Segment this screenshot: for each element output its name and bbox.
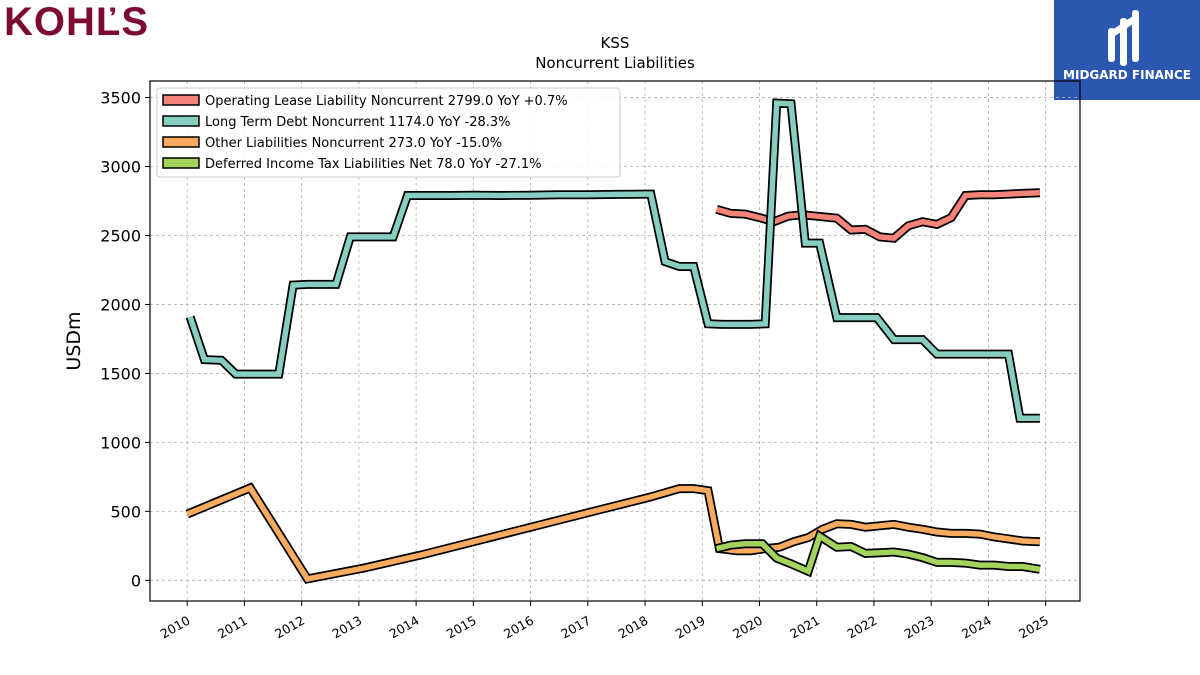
legend-entry: Operating Lease Liability Noncurrent 279… (205, 94, 568, 109)
x-tick-label: 2011 (215, 613, 250, 642)
x-tick-label: 2015 (444, 613, 479, 642)
x-tick-label: 2012 (272, 613, 307, 642)
x-tick-label: 2016 (501, 613, 536, 642)
x-tick-label: 2010 (158, 613, 193, 642)
chart-subtitle: Noncurrent Liabilities (535, 54, 695, 72)
x-tick-label: 2023 (902, 613, 937, 642)
legend-swatch (162, 157, 200, 169)
x-tick-label: 2021 (787, 613, 822, 642)
y-axis-label: USDm (63, 311, 85, 370)
series-outline-2 (185, 482, 1041, 584)
legend-entry: Long Term Debt Noncurrent 1174.0 YoY -28… (205, 115, 511, 130)
legend-swatch (162, 94, 200, 106)
legend-entry: Other Liabilities Noncurrent 273.0 YoY -… (205, 136, 502, 151)
x-tick-label: 2025 (1016, 613, 1051, 642)
legend-box (156, 87, 621, 178)
y-tick-label: 1000 (100, 433, 141, 452)
chart-title: KSS (601, 34, 630, 52)
x-tick-label: 2020 (730, 613, 765, 642)
grid (150, 81, 1080, 601)
plot-area (149, 80, 1081, 602)
legend-swatch (162, 115, 200, 127)
y-tick-label: 500 (110, 502, 141, 521)
x-tick-label: 2022 (844, 613, 879, 642)
legend-entry: Deferred Income Tax Liabilities Net 78.0… (205, 157, 541, 172)
midgard-logo-mark (1054, 0, 1200, 100)
x-tick-label: 2014 (387, 613, 422, 642)
y-tick-label: 0 (131, 571, 141, 590)
legend: Operating Lease Liability Noncurrent 279… (156, 87, 621, 178)
y-tick-label: 1500 (100, 364, 141, 383)
series-line-3 (715, 531, 1041, 576)
series-layer (185, 98, 1041, 584)
y-tick-label: 3500 (100, 89, 141, 108)
x-tick-label: 2017 (558, 613, 593, 642)
y-tick-label: 2000 (100, 295, 141, 314)
series-line-1 (187, 100, 1040, 421)
y-tick-label: 2500 (100, 226, 141, 245)
midgard-logo-text: MIDGARD FINANCE (1063, 68, 1191, 82)
x-tick-label: 2019 (673, 613, 708, 642)
kohls-logo: KOHĽS (4, 0, 149, 44)
midgard-finance-logo: MIDGARD FINANCE (1054, 0, 1200, 100)
series-outline-0 (715, 188, 1041, 243)
x-tick-label: 2024 (959, 613, 994, 642)
x-tick-label: 2013 (329, 613, 364, 642)
y-tick-label: 3000 (100, 158, 141, 177)
x-tick-label: 2018 (615, 613, 650, 642)
series-line-2 (186, 484, 1041, 582)
legend-swatch (162, 136, 200, 148)
